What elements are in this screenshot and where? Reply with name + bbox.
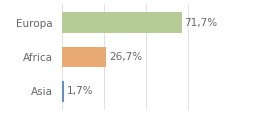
Text: 71,7%: 71,7% <box>185 18 218 28</box>
Bar <box>62 81 64 102</box>
Text: 1,7%: 1,7% <box>67 86 94 96</box>
Text: 26,7%: 26,7% <box>109 52 142 62</box>
Bar <box>62 47 106 67</box>
Bar <box>62 12 182 33</box>
